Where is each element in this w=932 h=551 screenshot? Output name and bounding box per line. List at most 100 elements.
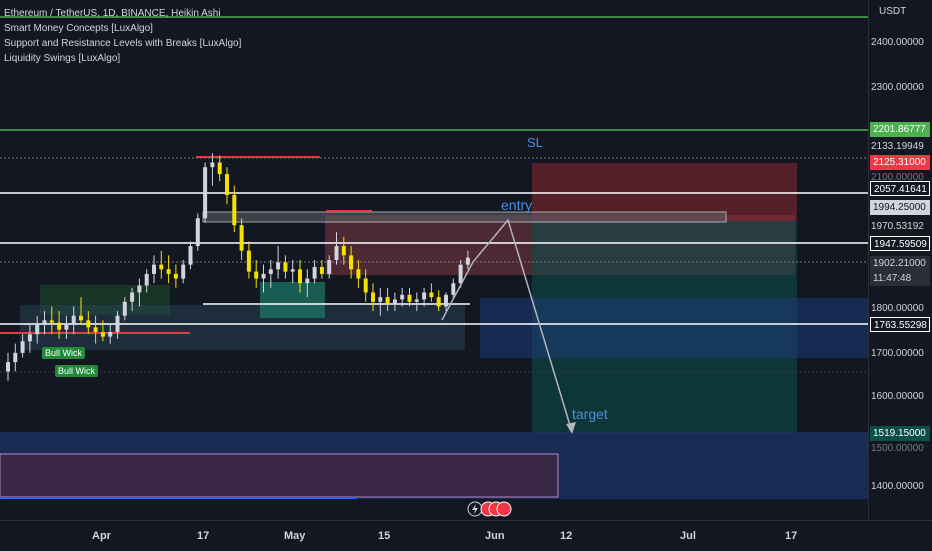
candle-body[interactable] xyxy=(436,297,441,307)
demand-zone xyxy=(260,282,325,318)
candle-body[interactable] xyxy=(319,266,324,274)
chart-legend: Ethereum / TetherUS, 1D, BINANCE, Heikin… xyxy=(4,6,241,66)
candle-body[interactable] xyxy=(181,264,186,279)
candle-body[interactable] xyxy=(71,315,76,325)
candle-body[interactable] xyxy=(414,299,419,302)
price-tag-green: 2201.86777 xyxy=(870,122,930,137)
currency-label: USDT xyxy=(879,6,907,17)
candle-body[interactable] xyxy=(100,331,105,337)
legend-title: Ethereum / TetherUS, 1D, BINANCE, Heikin… xyxy=(4,8,221,19)
candle-body[interactable] xyxy=(203,167,208,219)
candle-body[interactable] xyxy=(341,246,346,256)
flash-glyph xyxy=(472,504,478,514)
candle-body[interactable] xyxy=(232,195,237,226)
current-price: 1902.21000 xyxy=(873,258,926,269)
candle-body[interactable] xyxy=(27,334,32,342)
candle-body[interactable] xyxy=(239,225,244,251)
candle-body[interactable] xyxy=(327,260,332,274)
candle-body[interactable] xyxy=(392,299,397,305)
candle-body[interactable] xyxy=(283,262,288,272)
bar-countdown: 11:47:48 xyxy=(873,273,912,284)
legend-indicator-liquidity[interactable]: Liquidity Swings [LuxAlgo] xyxy=(4,53,121,64)
candle-body[interactable] xyxy=(42,320,47,325)
candle-body[interactable] xyxy=(422,292,427,300)
chart-area[interactable]: Ethereum / TetherUS, 1D, BINANCE, Heikin… xyxy=(0,0,868,520)
candle-body[interactable] xyxy=(225,174,229,195)
candle-body[interactable] xyxy=(210,162,215,168)
candle-body[interactable] xyxy=(349,255,354,270)
candle-body[interactable] xyxy=(217,162,222,175)
candle-body[interactable] xyxy=(152,264,156,274)
price-label: 1500.00000 xyxy=(871,443,924,454)
candle-body[interactable] xyxy=(334,246,339,260)
price-label: 1600.00000 xyxy=(871,391,924,402)
candle-body[interactable] xyxy=(268,269,273,274)
candle-body[interactable] xyxy=(166,269,171,274)
candle-body[interactable] xyxy=(444,294,448,307)
price-chart[interactable] xyxy=(0,0,868,520)
candle-body[interactable] xyxy=(305,278,310,284)
price-label: 2300.00000 xyxy=(871,82,924,93)
candle-body[interactable] xyxy=(57,322,62,330)
candle-body[interactable] xyxy=(130,292,135,302)
price-tag-level: 1947.59509 xyxy=(870,236,930,251)
time-label: 17 xyxy=(197,530,210,542)
candle-body[interactable] xyxy=(108,331,113,337)
candle-body[interactable] xyxy=(356,269,361,279)
us-flag-icon[interactable] xyxy=(496,501,512,517)
candle-body[interactable] xyxy=(159,264,164,270)
candle-body[interactable] xyxy=(6,362,10,372)
candle-body[interactable] xyxy=(93,327,98,332)
candle-body[interactable] xyxy=(144,273,149,286)
price-axis[interactable]: USDT 2400.00000 2300.00000 2133.19949 21… xyxy=(868,0,932,550)
candle-body[interactable] xyxy=(363,278,368,293)
candle-body[interactable] xyxy=(458,264,463,284)
candle-body[interactable] xyxy=(188,246,193,265)
candle-body[interactable] xyxy=(20,341,25,353)
candle-body[interactable] xyxy=(451,283,456,295)
time-label: May xyxy=(284,530,306,542)
candle-body[interactable] xyxy=(465,257,470,265)
candle-body[interactable] xyxy=(290,269,295,272)
candle-body[interactable] xyxy=(371,292,375,302)
candle-body[interactable] xyxy=(13,352,18,363)
candle-body[interactable] xyxy=(246,250,251,272)
legend-indicator-sr[interactable]: Support and Resistance Levels with Break… xyxy=(4,38,242,49)
candle-body[interactable] xyxy=(429,292,434,298)
price-tag-target: 1519.15000 xyxy=(870,426,930,441)
candle-body[interactable] xyxy=(276,262,281,270)
candle-body[interactable] xyxy=(64,325,69,330)
legend-indicator-smc[interactable]: Smart Money Concepts [LuxAlgo] xyxy=(4,23,153,34)
price-label: 1970.53192 xyxy=(871,221,924,232)
candle-body[interactable] xyxy=(173,273,178,279)
price-tag-resistance: 2057.41641 xyxy=(870,181,930,196)
candle-body[interactable] xyxy=(400,294,405,300)
time-label: 15 xyxy=(378,530,391,542)
stop-loss-zone xyxy=(532,163,797,221)
time-axis[interactable]: Apr 17 May 15 Jun 12 Jul 17 xyxy=(0,501,932,551)
candle-body[interactable] xyxy=(122,301,127,316)
candle-body[interactable] xyxy=(312,266,317,279)
event-icons[interactable] xyxy=(466,499,514,519)
candle-body[interactable] xyxy=(115,315,120,332)
candle-body[interactable] xyxy=(195,218,200,247)
support-zone xyxy=(480,298,868,358)
price-label: 1800.00000 xyxy=(871,303,924,314)
candle-body[interactable] xyxy=(35,325,40,335)
candle-body[interactable] xyxy=(407,294,412,302)
target-label: target xyxy=(572,406,608,422)
candle-body[interactable] xyxy=(79,315,83,321)
candle-body[interactable] xyxy=(86,320,91,328)
candle-body[interactable] xyxy=(49,320,54,323)
price-tag-entry: 1994.25000 xyxy=(870,200,930,215)
candle-body[interactable] xyxy=(385,297,390,305)
candle-body[interactable] xyxy=(261,273,266,279)
candle-body[interactable] xyxy=(137,285,142,293)
equilibrium-box xyxy=(202,211,727,223)
candle-body[interactable] xyxy=(298,269,302,284)
time-label: 12 xyxy=(560,530,573,542)
candles[interactable] xyxy=(6,153,470,381)
candle-body[interactable] xyxy=(254,271,259,279)
price-tag-support: 1763.55298 xyxy=(870,317,930,332)
candle-body[interactable] xyxy=(378,297,383,302)
